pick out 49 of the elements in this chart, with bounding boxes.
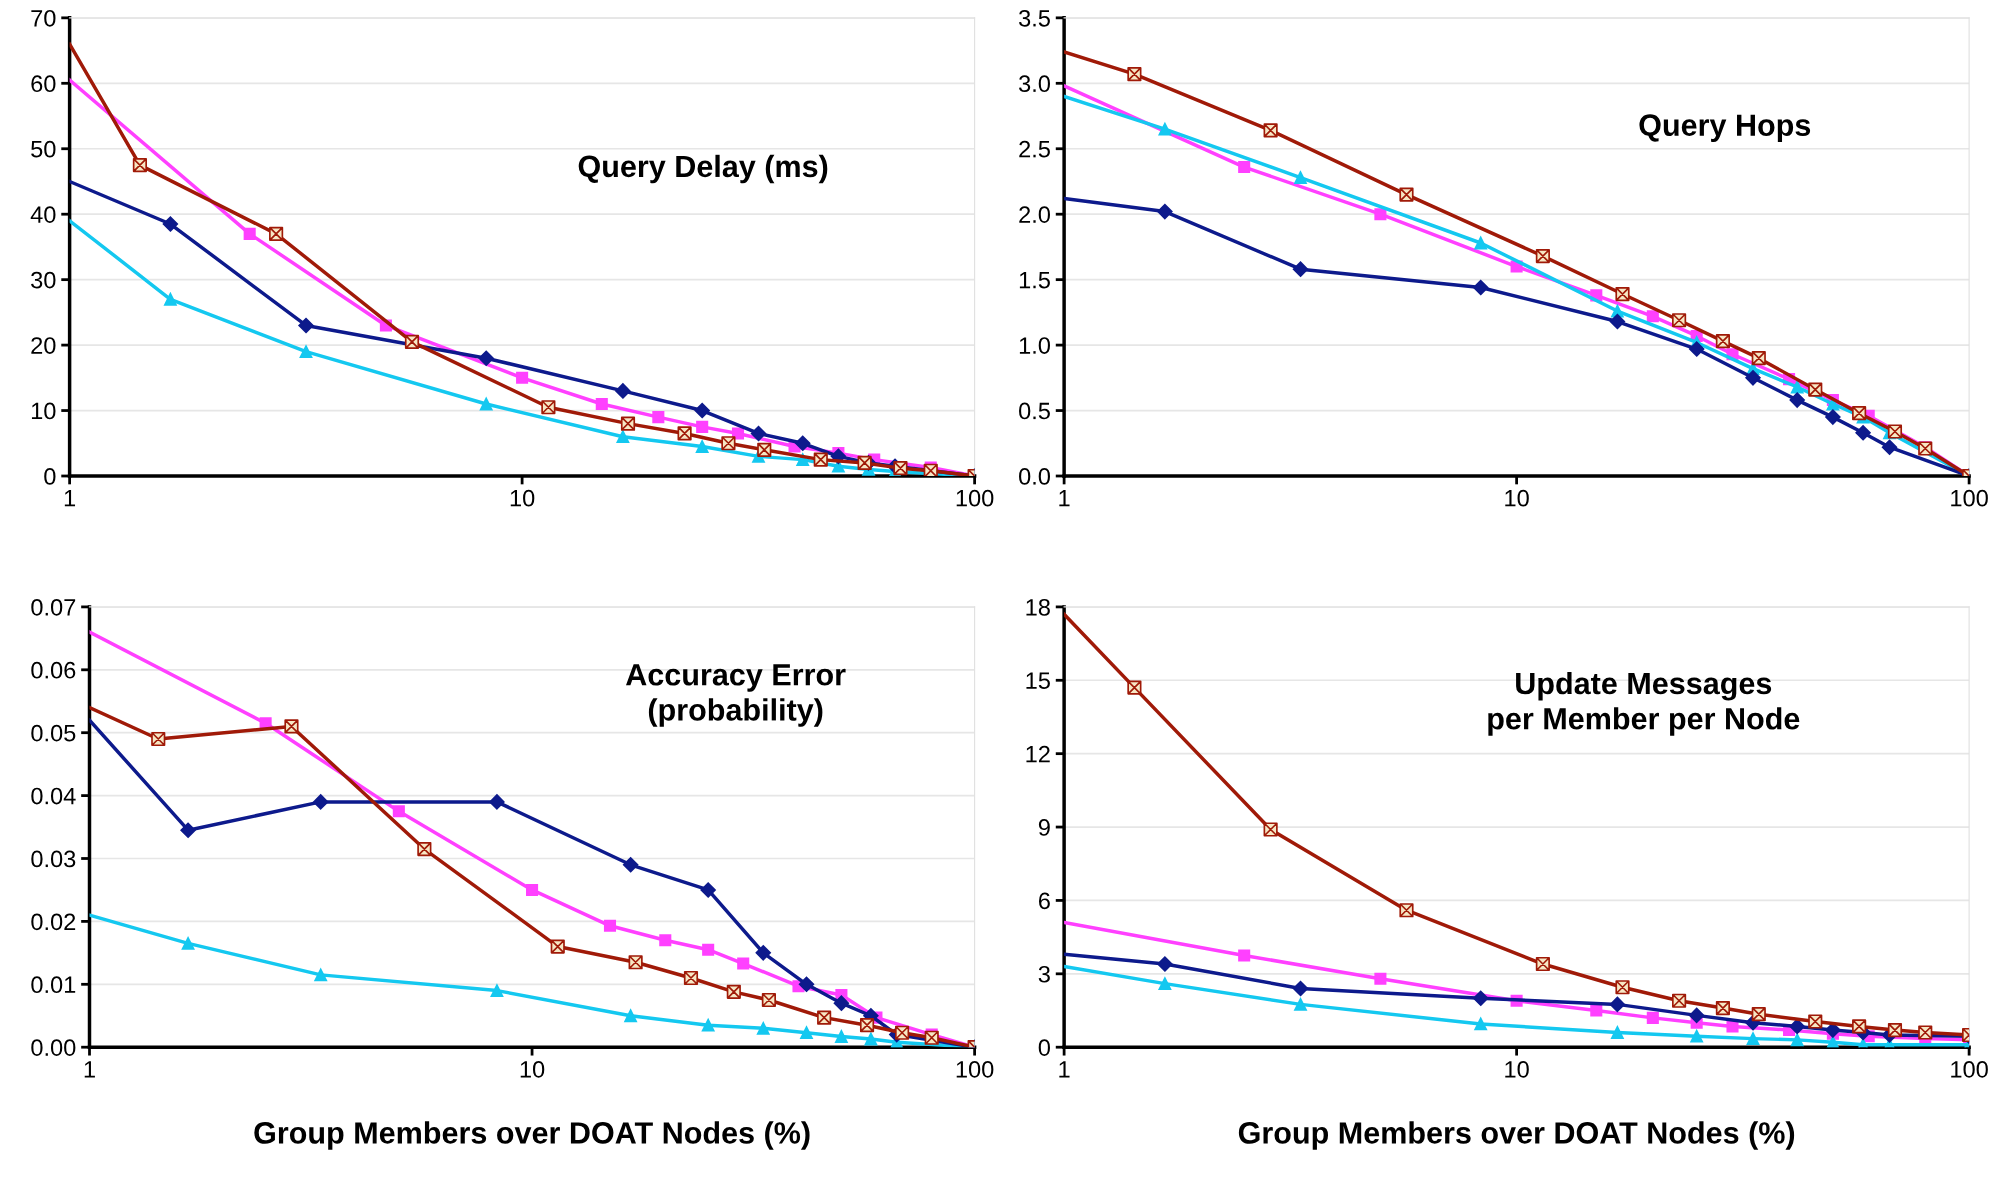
y-tick-label: 0.06 bbox=[31, 661, 76, 679]
y-tick-label: 0.02 bbox=[31, 913, 76, 931]
y-tick-label: 0.0 bbox=[1019, 468, 1050, 485]
y-tick-label: 6 bbox=[1038, 892, 1050, 910]
y-tick-label: 9 bbox=[1038, 819, 1050, 836]
y-tick-label: 18 bbox=[1026, 598, 1050, 616]
y-tick-label: 50 bbox=[31, 140, 56, 158]
x-tick-label: 1 bbox=[1059, 1061, 1070, 1078]
text: Query Hops bbox=[1639, 114, 1811, 143]
y-tick-label: 30 bbox=[31, 271, 56, 289]
x-tick-label: 1 bbox=[1059, 490, 1070, 507]
y-tick-label: 20 bbox=[31, 337, 56, 354]
x-tick-label: 10 bbox=[1505, 1061, 1529, 1078]
y-tick-label: 2.5 bbox=[1019, 140, 1050, 158]
y-tick-label: 15 bbox=[1026, 672, 1050, 690]
y-tick-label: 0.01 bbox=[31, 976, 76, 994]
y-tick-label: 0.00 bbox=[31, 1039, 76, 1056]
x-tick-label: 10 bbox=[510, 489, 535, 507]
x-tick-label: 100 bbox=[1951, 1061, 1988, 1078]
text: Accuracy Error (probability) bbox=[625, 664, 846, 727]
x-tick-label: 1 bbox=[84, 1061, 95, 1078]
y-tick-label: 0 bbox=[44, 468, 56, 485]
text: Update Messages per Member per Node bbox=[1488, 671, 1800, 736]
y-tick-label: 0.04 bbox=[31, 787, 76, 805]
y-tick-label: 60 bbox=[31, 75, 56, 93]
y-tick-label: 10 bbox=[31, 402, 56, 420]
y-tick-label: 0.05 bbox=[31, 724, 76, 742]
y-tick-label: 1.0 bbox=[1019, 337, 1050, 354]
y-tick-label: 3.0 bbox=[1019, 75, 1050, 93]
text: Query Delay (ms) bbox=[578, 154, 828, 184]
x-tick-label: 100 bbox=[1951, 489, 1988, 507]
x-tick-label: 10 bbox=[1505, 489, 1529, 507]
y-tick-label: 70 bbox=[31, 9, 56, 27]
y-tick-label: 0.07 bbox=[31, 598, 76, 616]
x-tick-label: 10 bbox=[520, 1061, 545, 1078]
y-tick-label: 40 bbox=[30, 206, 56, 223]
y-tick-label: 3.5 bbox=[1019, 9, 1050, 27]
x-axis-title: Group Members over DOAT Nodes (%) bbox=[1238, 1121, 1795, 1150]
x-tick-label: 100 bbox=[956, 1061, 994, 1078]
y-tick-label: 2.0 bbox=[1019, 206, 1050, 223]
y-tick-label: 3 bbox=[1038, 965, 1050, 983]
y-tick-label: 12 bbox=[1026, 745, 1050, 763]
x-axis-title: Group Members over DOAT Nodes (%) bbox=[254, 1121, 810, 1150]
y-tick-label: 1.5 bbox=[1019, 271, 1050, 289]
y-tick-label: 0.03 bbox=[31, 850, 76, 868]
y-tick-label: 0.5 bbox=[1019, 402, 1050, 420]
x-tick-label: 100 bbox=[956, 489, 994, 507]
y-tick-label: 0 bbox=[1038, 1039, 1050, 1056]
x-tick-label: 1 bbox=[64, 490, 76, 507]
